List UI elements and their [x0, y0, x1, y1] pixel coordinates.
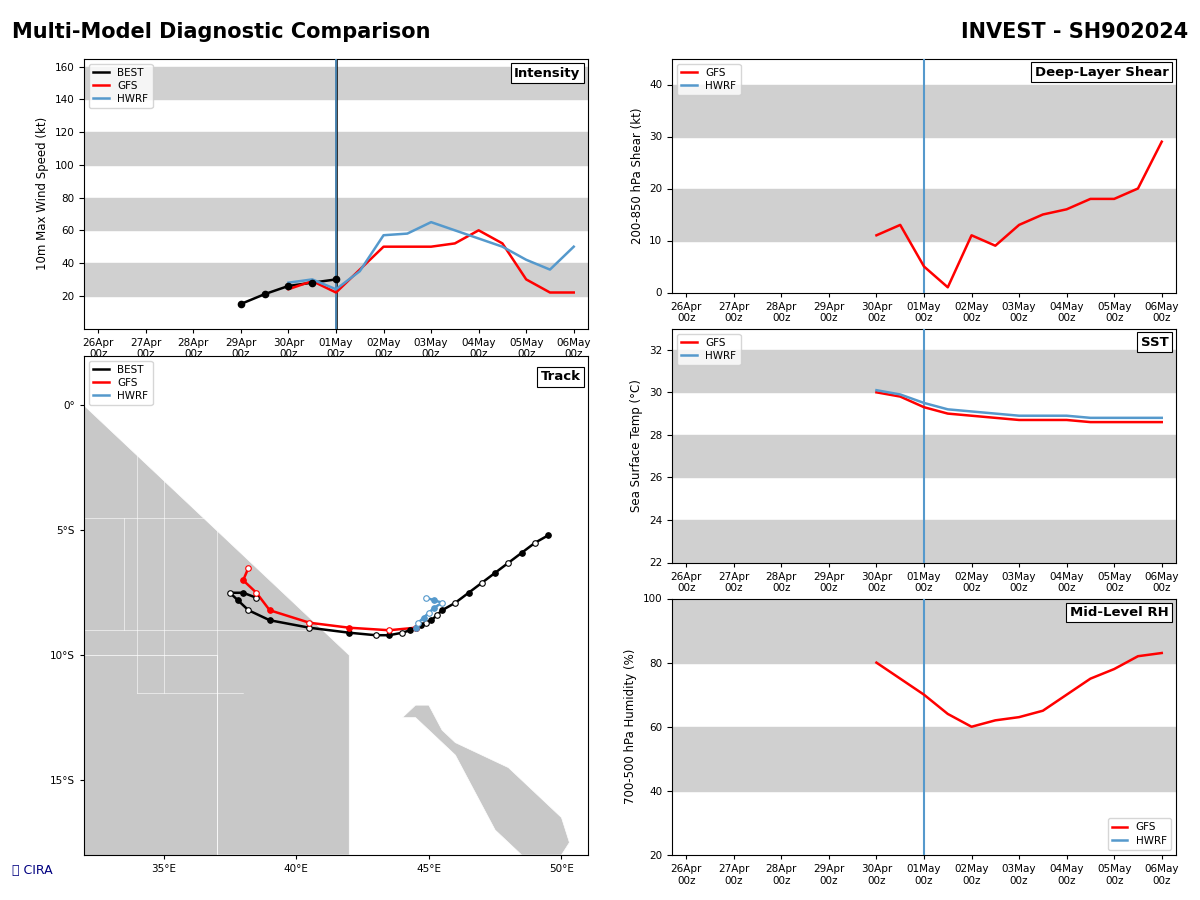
- Y-axis label: 200-850 hPa Shear (kt): 200-850 hPa Shear (kt): [630, 107, 643, 244]
- Bar: [672, 85, 1176, 137]
- Text: 🌀 CIRA: 🌀 CIRA: [12, 865, 53, 878]
- Bar: [672, 188, 1176, 240]
- Polygon shape: [84, 356, 349, 855]
- Bar: [672, 520, 1176, 562]
- Polygon shape: [84, 655, 217, 855]
- Text: Mid-Level RH: Mid-Level RH: [1069, 607, 1169, 619]
- Bar: [672, 598, 1176, 662]
- Y-axis label: 10m Max Wind Speed (kt): 10m Max Wind Speed (kt): [36, 117, 49, 270]
- Legend: GFS, HWRF: GFS, HWRF: [677, 64, 740, 95]
- Text: Track: Track: [540, 371, 581, 383]
- Bar: [84, 263, 588, 296]
- Legend: BEST, GFS, HWRF: BEST, GFS, HWRF: [89, 64, 152, 108]
- Text: Intensity: Intensity: [514, 67, 581, 79]
- Bar: [672, 435, 1176, 477]
- Legend: BEST, GFS, HWRF: BEST, GFS, HWRF: [89, 361, 152, 405]
- Polygon shape: [402, 706, 570, 855]
- Text: Deep-Layer Shear: Deep-Layer Shear: [1034, 66, 1169, 78]
- Bar: [84, 67, 588, 99]
- Y-axis label: Sea Surface Temp (°C): Sea Surface Temp (°C): [630, 379, 643, 512]
- Bar: [84, 132, 588, 165]
- Bar: [672, 727, 1176, 791]
- Legend: GFS, HWRF: GFS, HWRF: [1108, 818, 1171, 850]
- Y-axis label: 700-500 hPa Humidity (%): 700-500 hPa Humidity (%): [624, 649, 637, 805]
- Text: Multi-Model Diagnostic Comparison: Multi-Model Diagnostic Comparison: [12, 22, 431, 42]
- Text: INVEST - SH902024: INVEST - SH902024: [961, 22, 1188, 42]
- Legend: GFS, HWRF: GFS, HWRF: [677, 334, 740, 365]
- Text: SST: SST: [1141, 336, 1169, 348]
- Bar: [84, 198, 588, 230]
- Bar: [672, 350, 1176, 392]
